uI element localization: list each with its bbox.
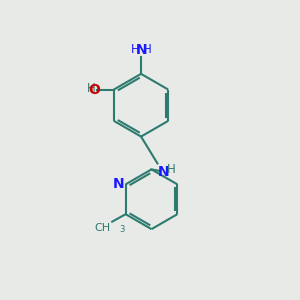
Text: O: O bbox=[88, 82, 101, 97]
Text: N: N bbox=[112, 177, 124, 191]
Text: H: H bbox=[131, 43, 140, 56]
Text: N: N bbox=[136, 43, 147, 56]
Text: H: H bbox=[87, 82, 96, 95]
Text: 3: 3 bbox=[119, 225, 124, 234]
Text: CH: CH bbox=[94, 223, 110, 233]
Text: H: H bbox=[143, 43, 152, 56]
Text: N: N bbox=[158, 165, 170, 178]
Text: H: H bbox=[167, 164, 175, 176]
